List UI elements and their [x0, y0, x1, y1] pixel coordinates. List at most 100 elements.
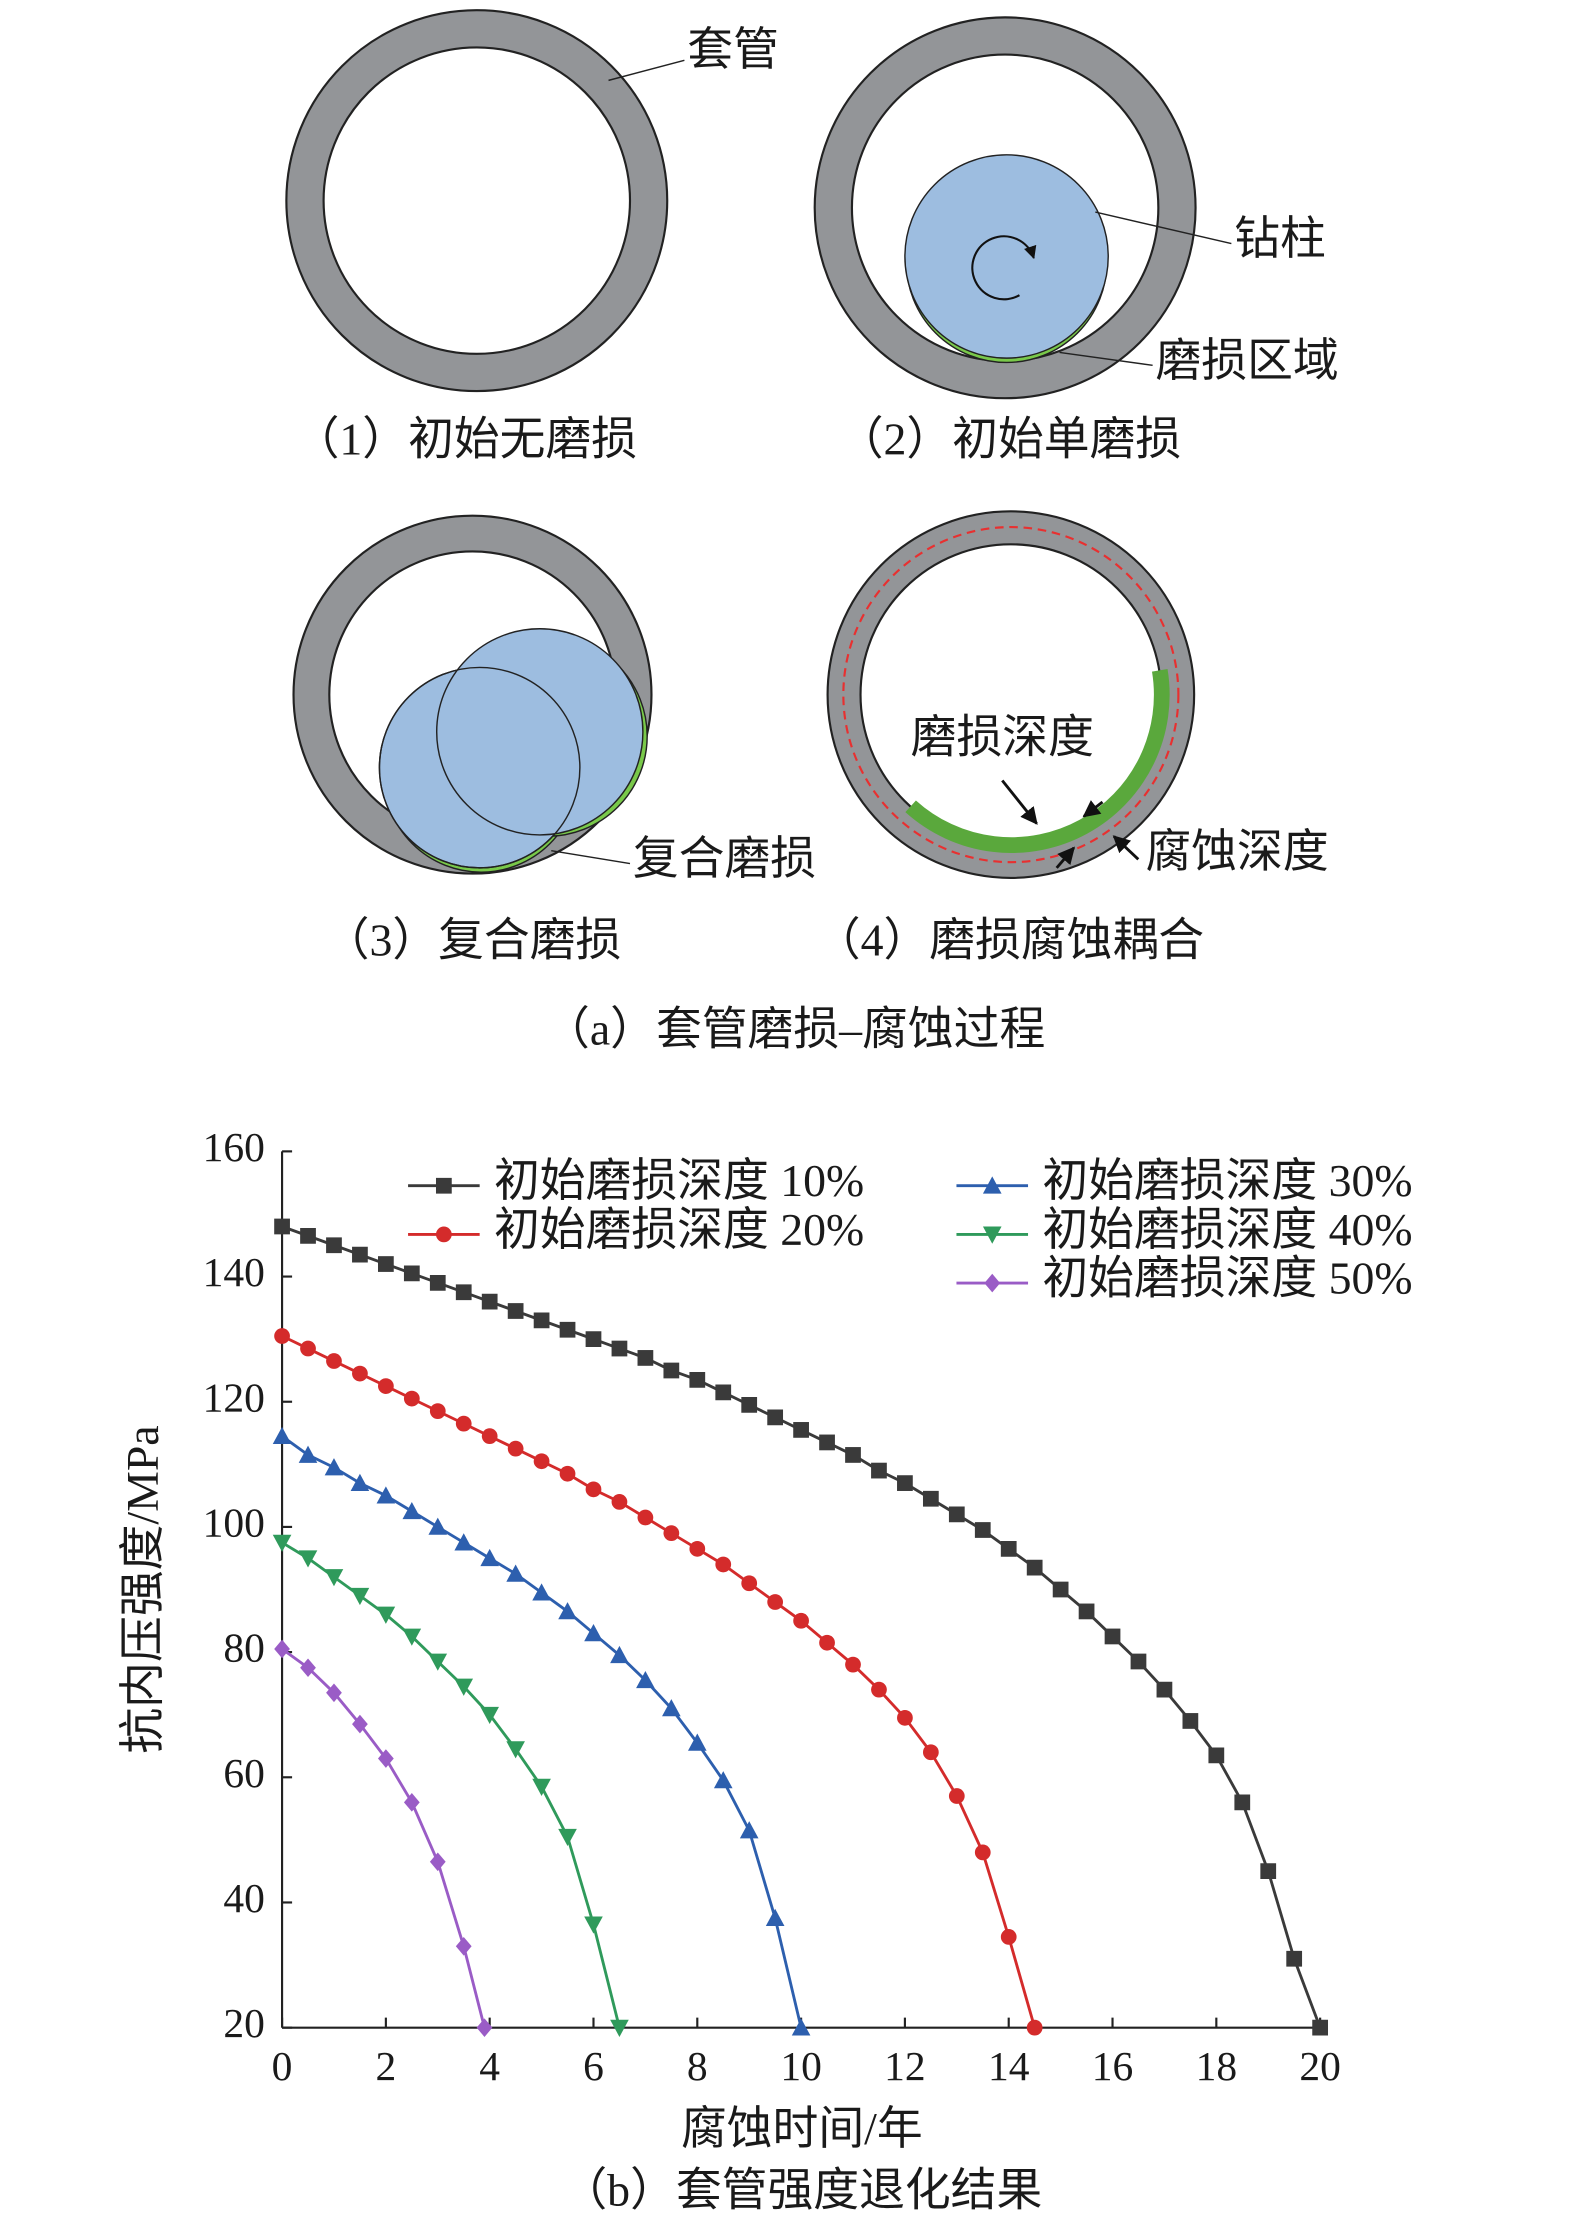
y-axis-label: 抗内压强度/MPa [117, 1425, 168, 1753]
legend-label: 初始磨损深度 10% [494, 1155, 864, 1206]
label: 磨损深度 [911, 711, 1094, 762]
marker [428, 1653, 448, 1671]
leader [608, 59, 685, 82]
marker [1000, 1929, 1017, 1945]
marker [741, 1575, 758, 1592]
panel-caption: （1）初始无磨损 [294, 414, 637, 465]
marker [533, 1453, 550, 1470]
marker [558, 1828, 577, 1847]
x-tick-label: 10 [780, 2043, 822, 2089]
legend-label: 初始磨损深度 40% [1042, 1204, 1412, 1255]
x-axis-label: 腐蚀时间/年 [681, 2103, 923, 2154]
marker [274, 1639, 290, 1659]
marker [272, 1426, 292, 1445]
series-line [281, 1647, 486, 2029]
leader [1059, 351, 1153, 367]
marker [819, 1634, 835, 1651]
marker [765, 1908, 785, 1926]
marker [584, 1624, 603, 1642]
panel-3: 复合磨损 （3）复合磨损 [292, 514, 816, 966]
legend-marker [982, 1226, 1002, 1244]
x-tick-label: 14 [988, 2043, 1030, 2089]
marker [1026, 1559, 1043, 1576]
panel-2: 钻柱 磨损区域 （2）初始单磨损 [813, 16, 1339, 465]
marker [871, 1462, 887, 1479]
marker [610, 1645, 629, 1664]
marker [767, 1594, 784, 1610]
marker [1260, 1863, 1277, 1880]
marker [611, 1494, 628, 1510]
marker [476, 2018, 493, 2037]
label: 套管 [687, 24, 779, 75]
marker [350, 1473, 370, 1491]
y-tick-label: 40 [223, 1875, 265, 1921]
x-tick-label: 16 [1092, 2043, 1134, 2089]
rotation-arrow [971, 235, 1037, 301]
marker [897, 1475, 913, 1491]
marker [378, 1749, 394, 1768]
legend-label: 初始磨损深度 30% [1042, 1155, 1412, 1206]
marker [1156, 1681, 1173, 1698]
y-tick-label: 20 [223, 2000, 265, 2046]
legend-marker [982, 1176, 1002, 1194]
marker [741, 1396, 758, 1413]
label: 钻柱 [1234, 213, 1326, 264]
marker [298, 1550, 318, 1568]
arrow [1055, 846, 1075, 869]
marker [352, 1714, 368, 1734]
marker [948, 1788, 965, 1804]
marker [1052, 1581, 1069, 1598]
series-line [281, 1334, 1037, 2029]
marker [689, 1371, 706, 1388]
marker [1182, 1713, 1199, 1729]
drill-string [904, 154, 1109, 359]
marker [454, 1678, 474, 1696]
legend-marker [984, 1273, 1001, 1293]
marker [897, 1709, 913, 1726]
marker [715, 1384, 732, 1401]
label: 复合磨损 [633, 833, 816, 884]
legend-marker [435, 1226, 452, 1243]
marker [481, 1293, 498, 1310]
marker [481, 1428, 498, 1445]
drill-string [435, 628, 644, 836]
y-tick-label: 160 [203, 1124, 265, 1170]
marker [559, 1321, 576, 1338]
marker [1208, 1747, 1225, 1764]
figure-caption: （a）套管磨损–腐蚀过程 [544, 1003, 1045, 1054]
y-tick-label: 80 [223, 1625, 265, 1671]
marker [507, 1303, 524, 1319]
marker [610, 2019, 629, 2037]
marker [1286, 1950, 1303, 1967]
marker [274, 1328, 290, 1344]
marker [687, 1733, 707, 1751]
marker [506, 1564, 525, 1582]
marker [715, 1556, 732, 1573]
x-tick-label: 0 [272, 2043, 293, 2089]
leader [551, 849, 631, 865]
arrow [1082, 800, 1104, 818]
marker [455, 1415, 472, 1432]
panel-4: 磨损深度 腐蚀深度 （4）磨损腐蚀耦合 [815, 510, 1329, 966]
marker [403, 1265, 420, 1282]
y-tick-label: 120 [203, 1374, 265, 1420]
corrosion-boundary [842, 526, 1180, 864]
marker [455, 1284, 472, 1301]
marker [637, 1509, 654, 1526]
marker [793, 1422, 809, 1438]
marker [326, 1353, 342, 1369]
marker [352, 1365, 368, 1382]
marker [559, 1465, 576, 1482]
marker [922, 1490, 939, 1507]
marker [1234, 1794, 1251, 1811]
marker [974, 1522, 991, 1538]
marker [791, 2018, 811, 2036]
arrow [1001, 779, 1038, 825]
marker [272, 1534, 292, 1552]
marker [974, 1844, 991, 1861]
marker [663, 1525, 680, 1542]
marker [1312, 2019, 1329, 2036]
marker [1130, 1653, 1147, 1670]
marker [793, 1612, 809, 1629]
